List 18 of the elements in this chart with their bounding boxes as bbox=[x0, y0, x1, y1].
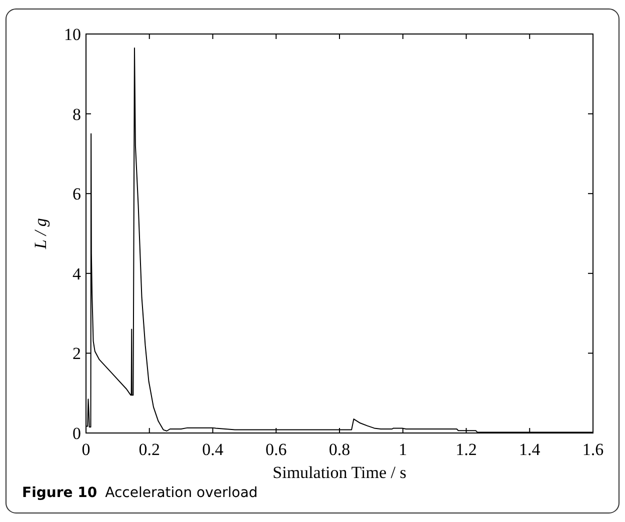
x-tick-label: 0.4 bbox=[202, 440, 224, 459]
y-tick-label: 8 bbox=[72, 104, 81, 124]
x-tick-label: 1.4 bbox=[519, 440, 541, 459]
x-tick-label: 0.2 bbox=[138, 440, 160, 459]
y-axis-title: L / g bbox=[31, 218, 50, 250]
text: Acceleration overload bbox=[105, 485, 258, 501]
x-tick-label: 0.6 bbox=[266, 440, 287, 459]
y-tick-label: 6 bbox=[72, 184, 81, 204]
x-tick-label: 0.8 bbox=[328, 440, 350, 459]
y-tick-label: 10 bbox=[64, 25, 81, 44]
x-tick-label: 1.6 bbox=[582, 440, 604, 459]
x-axis-title: Simulation Time / s bbox=[272, 463, 406, 482]
y-tick-label: 0 bbox=[72, 424, 81, 443]
x-tick-label: 1.2 bbox=[456, 440, 477, 459]
caption: Figure 10 bbox=[22, 485, 98, 501]
y-tick-label: 2 bbox=[72, 344, 81, 364]
y-tick-label: 4 bbox=[72, 264, 82, 284]
x-tick-label: 1 bbox=[398, 440, 408, 459]
